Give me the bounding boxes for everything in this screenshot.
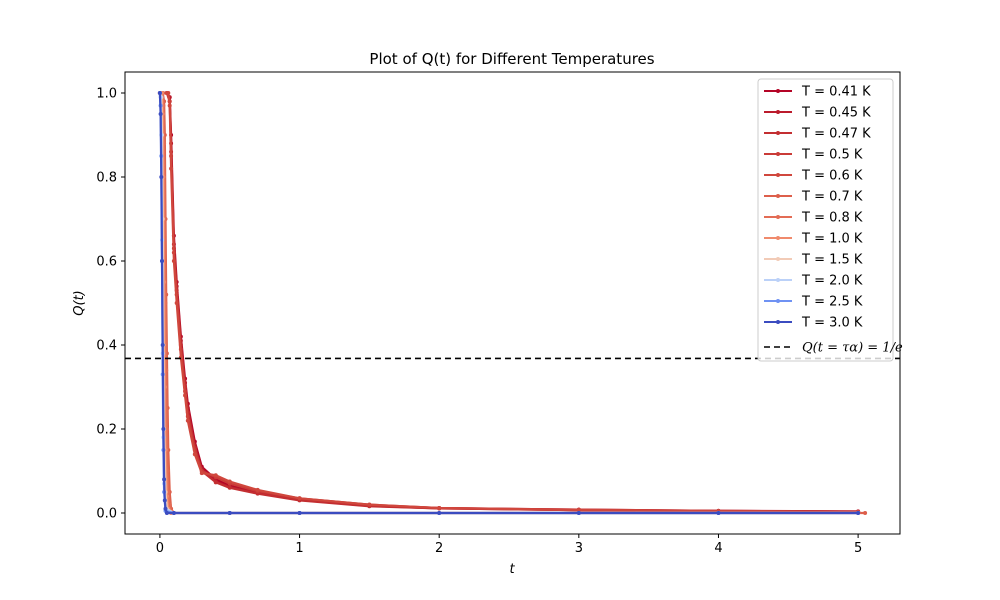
data-point <box>171 259 176 263</box>
data-point <box>163 506 168 511</box>
legend-marker <box>776 89 780 93</box>
data-point <box>227 511 232 515</box>
plot-area <box>125 91 900 515</box>
data-point <box>192 452 197 457</box>
legend-marker <box>776 257 780 261</box>
data-point <box>437 505 442 510</box>
data-point <box>185 418 190 423</box>
legend-label: T = 0.5 K <box>801 148 863 163</box>
x-tick-label: 5 <box>854 541 862 556</box>
data-point <box>213 473 218 478</box>
legend-label: T = 1.5 K <box>801 253 863 268</box>
legend-marker <box>776 194 780 198</box>
data-point <box>171 511 176 515</box>
x-tick-label: 3 <box>575 541 583 556</box>
legend: T = 0.41 K T = 0.45 K T = 0.47 K T = 0.5 K T… <box>757 78 903 362</box>
data-point <box>160 259 165 263</box>
series-line <box>159 91 859 515</box>
legend-label: T = 0.45 K <box>801 106 871 121</box>
data-point <box>160 343 165 347</box>
data-point <box>716 511 721 515</box>
y-tick-label: 0.0 <box>96 507 117 522</box>
legend-label: Q(t = τα) = 1/e <box>802 341 903 356</box>
legend-label: T = 0.47 K <box>801 127 871 142</box>
y-axis-label: Q(t) <box>72 290 87 315</box>
series-line <box>159 91 859 513</box>
legend-label: T = 1.0 K <box>801 232 863 247</box>
legend-marker <box>776 131 780 135</box>
data-point <box>227 485 232 490</box>
plot-frame <box>124 71 901 535</box>
data-point <box>162 498 167 503</box>
data-point <box>227 479 232 484</box>
legend-marker <box>776 299 780 303</box>
chart-title: Plot of Q(t) for Different Temperatures <box>369 50 654 68</box>
series-line <box>158 92 859 515</box>
data-point <box>174 301 179 305</box>
x-tick-label: 2 <box>435 541 443 556</box>
data-point <box>863 511 868 515</box>
data-point <box>297 496 302 501</box>
data-point <box>183 393 188 398</box>
series-line <box>159 91 859 514</box>
series-line <box>159 91 859 515</box>
y-tick-label: 0.8 <box>96 171 117 186</box>
data-point <box>166 91 171 95</box>
x-tick-label: 0 <box>156 541 164 556</box>
legend-label: T = 2.0 K <box>801 274 863 289</box>
data-point <box>297 511 302 515</box>
data-point <box>167 103 172 108</box>
legend-marker <box>776 320 780 324</box>
data-point <box>164 511 169 515</box>
data-point <box>367 502 372 507</box>
x-tick-label: 1 <box>295 541 303 556</box>
data-point <box>199 471 204 476</box>
data-point <box>856 511 861 515</box>
data-point <box>162 477 167 482</box>
legend-marker <box>776 173 780 177</box>
y-tick-label: 0.6 <box>96 255 117 270</box>
data-point <box>161 427 166 431</box>
axis-ticks: 0 1 2 3 4 5 0.0 0.2 0.4 0.6 0.8 1.0 <box>96 87 862 557</box>
data-point <box>255 487 260 492</box>
y-tick-label: 0.4 <box>96 339 117 354</box>
data-point <box>576 508 581 513</box>
legend-marker <box>776 110 780 114</box>
legend-marker <box>776 236 780 240</box>
data-point <box>213 480 218 485</box>
data-point <box>437 511 442 515</box>
legend-label: T = 0.41 K <box>801 85 871 100</box>
series-line <box>159 91 859 513</box>
y-tick-label: 1.0 <box>96 87 117 102</box>
data-point <box>169 166 174 171</box>
series-line <box>158 92 859 515</box>
legend-label: T = 0.8 K <box>801 211 863 226</box>
series-line <box>158 92 859 515</box>
data-point <box>576 511 581 515</box>
legend-marker <box>776 152 780 156</box>
data-point <box>157 91 162 95</box>
data-point <box>158 112 163 116</box>
x-axis-label: t <box>509 562 515 577</box>
legend-label: T = 2.5 K <box>801 295 863 310</box>
legend-label: T = 3.0 K <box>801 316 863 331</box>
legend-marker <box>776 278 780 282</box>
legend-label: T = 0.7 K <box>801 190 863 205</box>
series-line <box>158 92 859 515</box>
y-tick-label: 0.2 <box>96 423 117 438</box>
legend-marker <box>776 215 780 219</box>
legend-box <box>757 78 894 362</box>
series-line <box>159 91 859 513</box>
series-line <box>159 91 859 513</box>
data-point <box>159 175 164 179</box>
legend-label: T = 0.6 K <box>801 169 863 184</box>
x-tick-label: 4 <box>714 541 722 556</box>
